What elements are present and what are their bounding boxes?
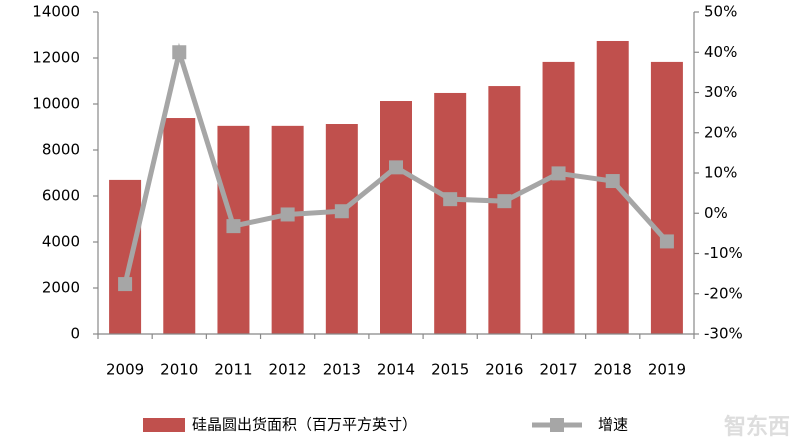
y2-tick-label: 30% <box>704 83 737 101</box>
marker <box>334 204 349 219</box>
marker <box>497 194 512 209</box>
bar <box>488 86 521 334</box>
y-tick-label: 10000 <box>32 95 80 113</box>
y-tick-label: 0 <box>70 325 80 343</box>
x-tick-label: 2010 <box>160 361 198 379</box>
x-tick-label: 2013 <box>323 361 361 379</box>
y2-tick-label: 10% <box>704 164 737 182</box>
y2-tick-label: 50% <box>704 3 737 21</box>
y-tick-label: 12000 <box>32 49 80 67</box>
y2-tick-label: -10% <box>704 244 743 262</box>
marker <box>226 219 241 234</box>
marker <box>118 277 133 292</box>
bar <box>542 61 575 334</box>
y2-tick-label: 20% <box>704 123 737 141</box>
marker <box>172 45 187 60</box>
y-tick-label: 2000 <box>42 279 80 297</box>
y-tick-label: 8000 <box>42 141 80 159</box>
legend-label: 增速 <box>598 416 628 434</box>
marker <box>280 207 295 222</box>
bar <box>325 124 358 334</box>
x-tick-label: 2011 <box>214 361 252 379</box>
marker <box>605 174 620 189</box>
marker <box>551 166 566 181</box>
marker <box>659 234 674 249</box>
legend-label: 硅晶圆出货面积（百万平方英寸） <box>192 416 417 434</box>
y2-tick-label: -20% <box>704 284 743 302</box>
y-tick-label: 6000 <box>42 187 80 205</box>
watermark: 智东西 <box>724 414 790 440</box>
x-tick-label: 2009 <box>106 361 144 379</box>
bar <box>434 92 467 335</box>
bar <box>650 61 683 334</box>
y2-tick-label: 0% <box>704 204 728 222</box>
marker <box>443 192 458 207</box>
y-tick-label: 14000 <box>32 3 80 21</box>
bar <box>380 101 412 334</box>
marker <box>389 160 403 175</box>
bar <box>271 125 304 334</box>
y2-tick-label: -30% <box>704 325 743 343</box>
bar <box>109 179 142 334</box>
x-tick-label: 2012 <box>269 361 307 379</box>
x-tick-label: 2017 <box>539 361 577 379</box>
bar <box>163 118 196 334</box>
y2-tick-label: 40% <box>704 43 737 61</box>
x-tick-label: 2015 <box>431 361 469 379</box>
y-tick-label: 4000 <box>42 233 80 251</box>
x-tick-label: 2016 <box>485 361 523 379</box>
x-tick-label: 2014 <box>377 361 415 379</box>
x-tick-label: 2019 <box>648 361 686 379</box>
legend-swatch <box>550 418 564 432</box>
x-tick-label: 2018 <box>594 361 632 379</box>
legend-swatch <box>143 418 185 432</box>
